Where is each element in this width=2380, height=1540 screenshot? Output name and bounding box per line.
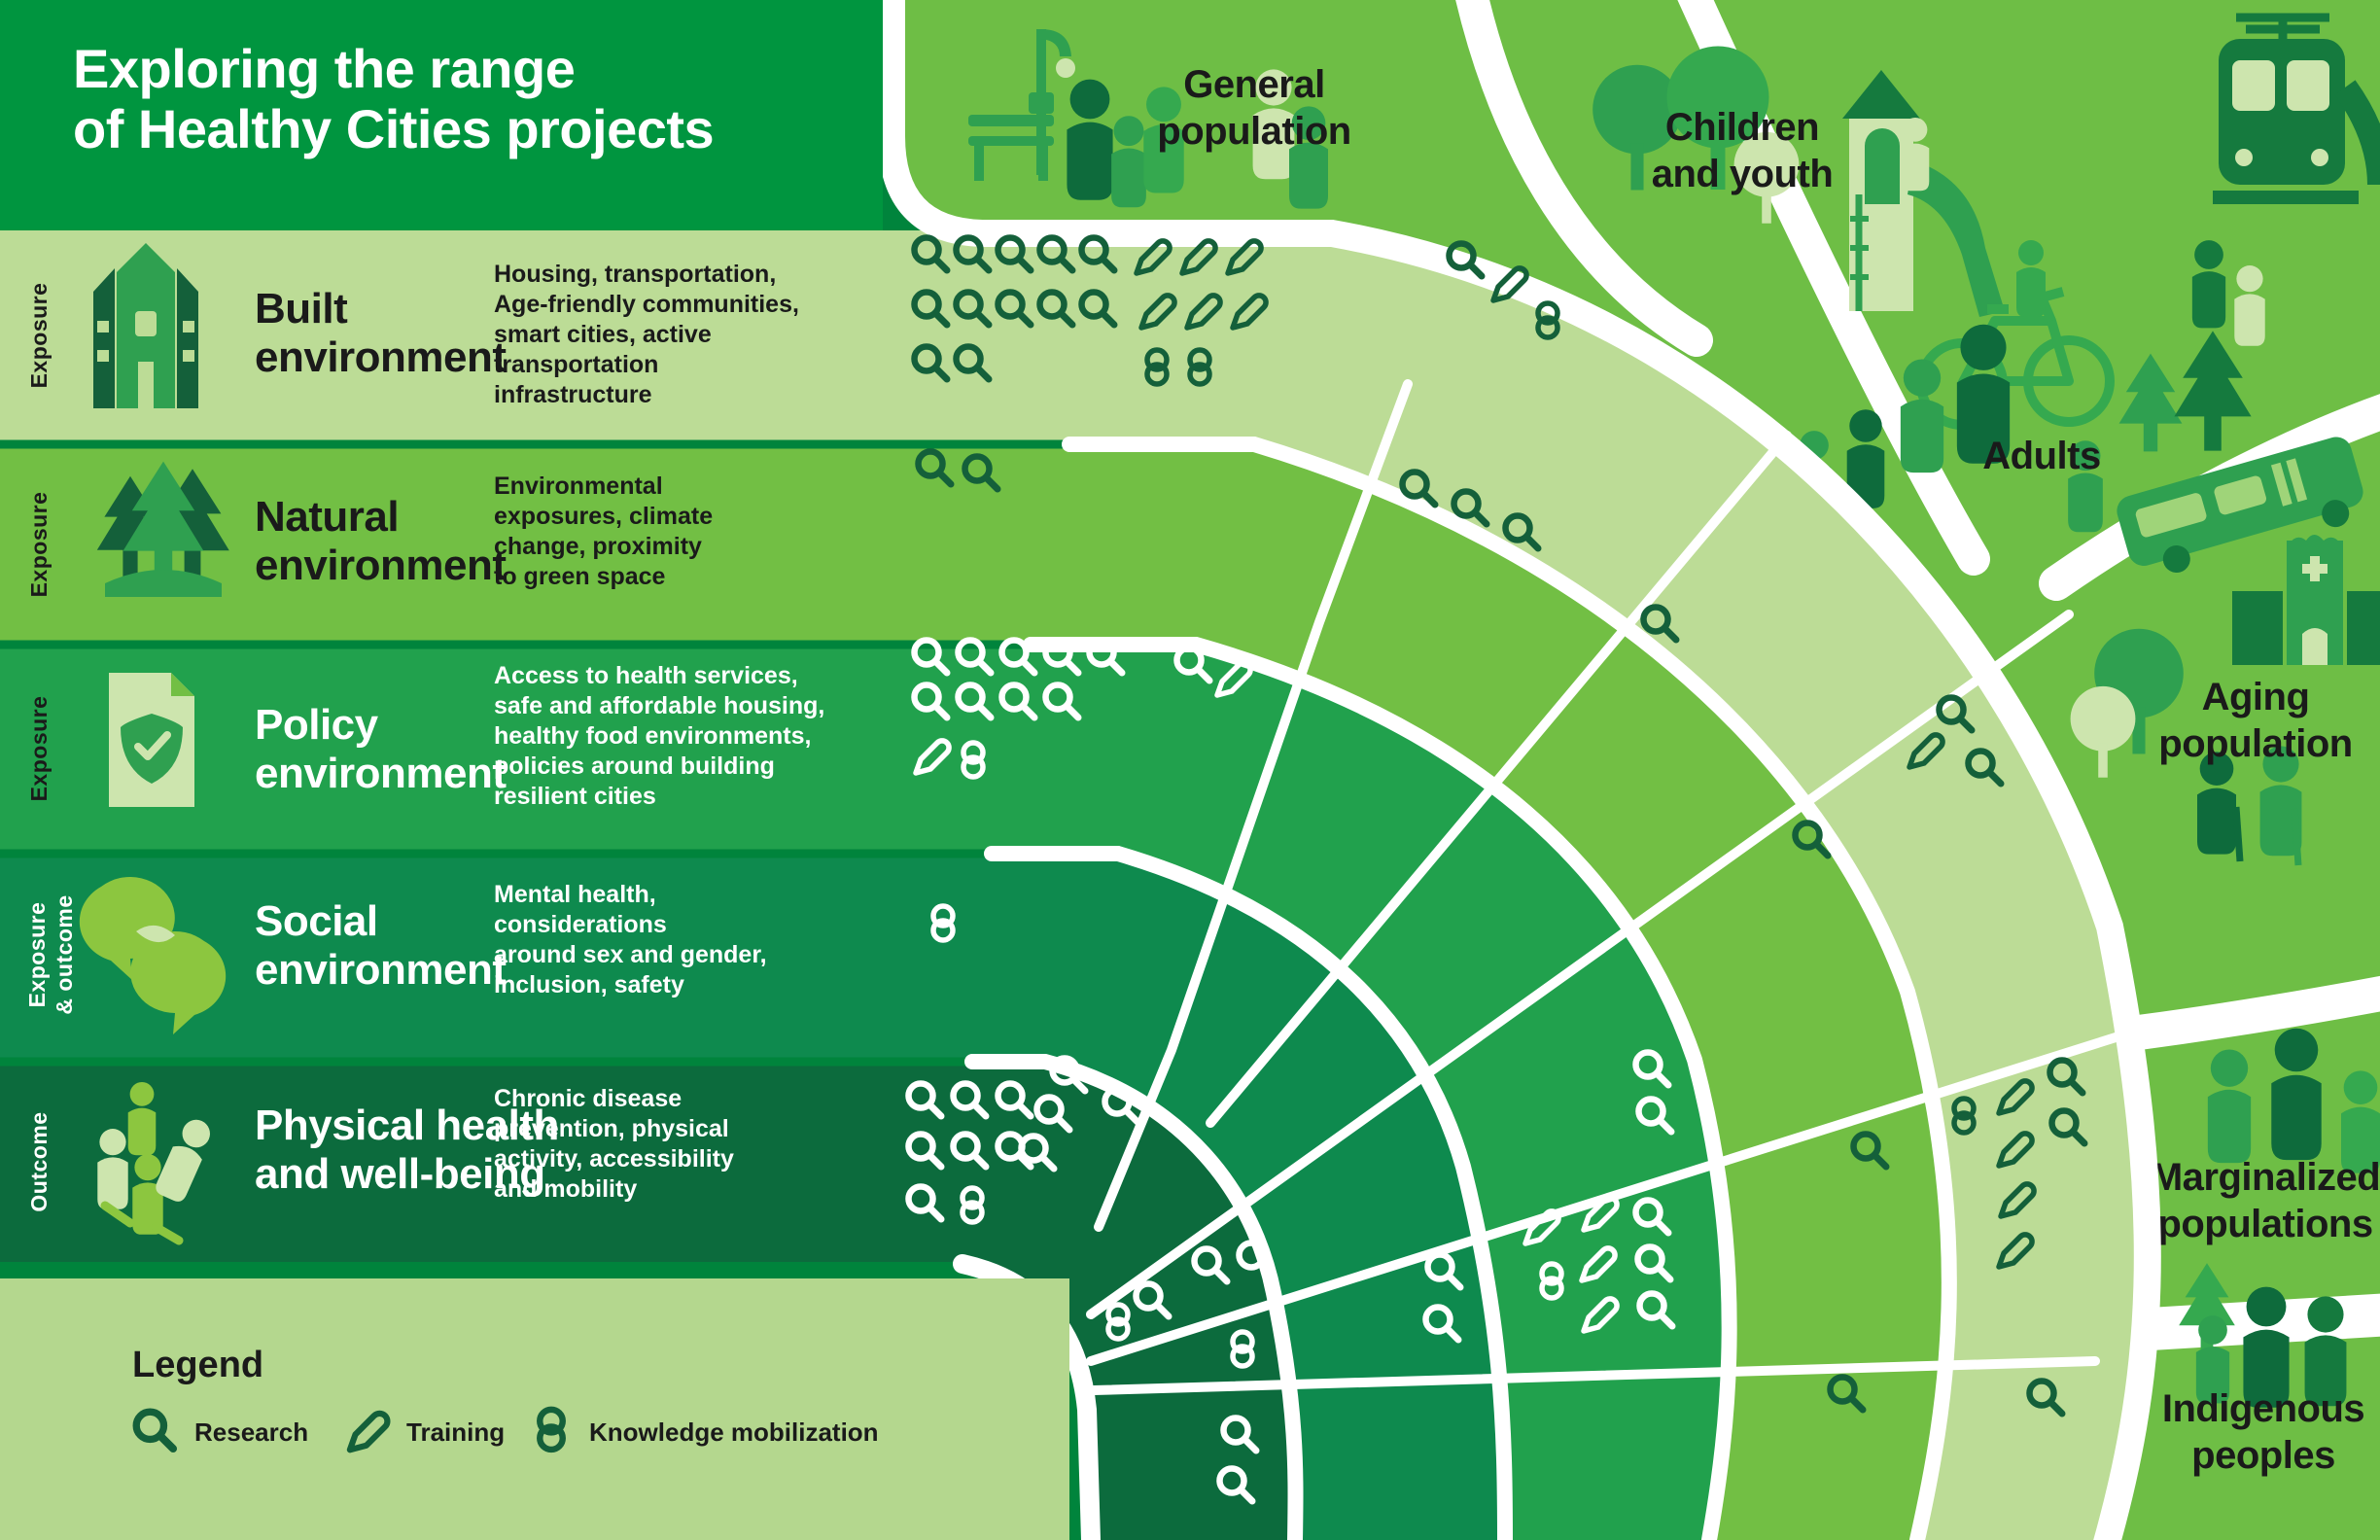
- main-road: [878, 0, 2161, 1540]
- environment-bands: [0, 230, 2148, 1540]
- row-built: Exposure Built environment Housing, trans…: [26, 243, 799, 408]
- hospital-icon: [2232, 535, 2380, 665]
- stage-label-policy: Exposure: [26, 696, 52, 802]
- elderly-couple-icons: [2197, 746, 2302, 866]
- title-block: Exploring the range of Healthy Cities pro…: [0, 0, 883, 230]
- legend-title: Legend: [132, 1345, 263, 1385]
- stage-label-physical: Outcome: [26, 1111, 52, 1211]
- row-separators: [0, 439, 1069, 1067]
- legend-label-research: Research: [194, 1418, 308, 1447]
- row-title-policy: Policy environment: [255, 701, 507, 797]
- band-social: [0, 854, 1505, 1540]
- row-title-natural: Natural environment: [255, 493, 507, 589]
- row-title-built: Built environment: [255, 285, 507, 381]
- band-built: [0, 230, 2148, 1540]
- social-environment-icon: [79, 877, 227, 1034]
- stage-label-natural: Exposure: [26, 492, 52, 598]
- row-desc-policy: Access to health services, safe and affor…: [494, 662, 824, 810]
- page-title: Exploring the range of Healthy Cities pro…: [73, 38, 714, 159]
- legend-label-training: Training: [406, 1418, 505, 1447]
- sector-label-marginalized: Marginalized populations: [2151, 1156, 2380, 1245]
- policy-environment-icon: [109, 673, 194, 807]
- row-title-social: Social environment: [255, 897, 507, 994]
- sector-label-indigenous: Indigenous peoples: [2162, 1387, 2364, 1477]
- sector-label-aging: Aging population: [2158, 676, 2352, 765]
- sector-label-adults: Adults: [1982, 435, 2100, 477]
- natural-environment-icon: [96, 461, 229, 597]
- band-natural: [0, 444, 1949, 1540]
- row-title-physical: Physical health and well-being: [255, 1102, 559, 1198]
- legend: Legend Research Training Knowledge mobil…: [0, 1278, 1069, 1540]
- bus-icon: [2117, 437, 2363, 574]
- legend-panel: [0, 1278, 1069, 1540]
- row-physical: Outcome Physical health and well-being Ch…: [26, 1081, 734, 1245]
- playground-icon: [1842, 70, 2005, 317]
- legend-label-km: Knowledge mobilization: [589, 1418, 879, 1447]
- stage-label-social: Exposure& outcome: [24, 894, 77, 1014]
- physical-health-icon: [97, 1081, 217, 1245]
- sector-art: [968, 13, 2380, 1408]
- sector-label-children: Children and youth: [1652, 106, 1834, 195]
- built-environment-icon: [93, 243, 198, 408]
- sector-labels: General population Children and youth Adul…: [1157, 63, 2380, 1477]
- train-icon: [2213, 13, 2380, 204]
- band-policy: [0, 645, 1730, 1540]
- row-desc-built: Housing, transportation, Age-friendly com…: [494, 261, 799, 408]
- row-desc-social: Mental health, considerations around sex a…: [494, 881, 767, 998]
- row-contents: Exposure Built environment Housing, trans…: [24, 243, 824, 1245]
- row-social: Exposure& outcome Social environment Ment…: [24, 877, 767, 1034]
- stage-label-built: Exposure: [26, 283, 52, 389]
- row-policy: Exposure Policy environment Access to hea…: [26, 662, 824, 810]
- bench-icon: [968, 115, 1054, 181]
- sector-label-general: General population: [1157, 63, 1350, 153]
- row-desc-physical: Chronic disease prevention, physical activ…: [494, 1085, 734, 1203]
- band-physical: [0, 1062, 1296, 1540]
- streetlamp-icon: [1029, 29, 1075, 175]
- row-natural: Exposure Natural environment Environmenta…: [26, 461, 713, 598]
- title-panel: [0, 0, 883, 230]
- band-roads: [953, 437, 1957, 1540]
- row-desc-natural: Environmental exposures, climate change, p…: [494, 472, 713, 590]
